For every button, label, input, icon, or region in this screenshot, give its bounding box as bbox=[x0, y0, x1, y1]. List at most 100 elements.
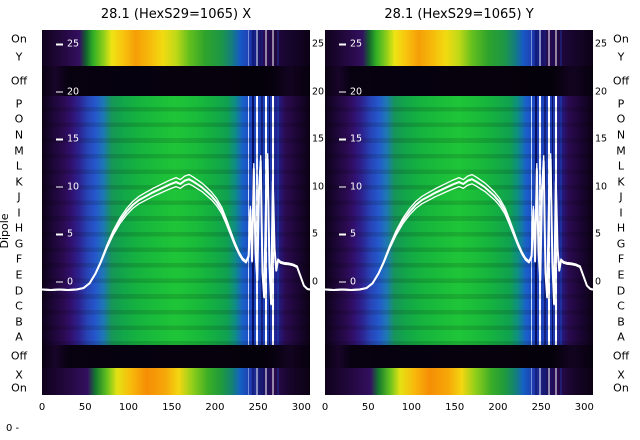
row-label-d: D bbox=[616, 284, 626, 298]
heat-band-off-bottom bbox=[325, 344, 593, 368]
y-tick-label-left: 20 bbox=[56, 86, 79, 97]
tick-mark bbox=[339, 281, 346, 283]
overlay-curve bbox=[325, 30, 593, 395]
y-tick-label-left: 20 bbox=[339, 86, 362, 97]
row-label-on: On bbox=[11, 32, 27, 46]
y-tick-label-right: 5 bbox=[312, 228, 319, 240]
row-label-d: D bbox=[14, 284, 24, 298]
row-labels-left: On Y Off P O N M L K J I H G F E D C B A Off X On bbox=[6, 30, 32, 395]
heatmap-panel-y: 25 25 20 20 15 15 10 10 5 5 0 0 bbox=[325, 30, 607, 395]
row-label-k: K bbox=[15, 175, 23, 189]
tick-value: 15 bbox=[350, 133, 363, 145]
x-tick-label: 300 bbox=[291, 402, 311, 413]
tick-mark bbox=[339, 233, 346, 236]
x-tick-label: 150 bbox=[445, 402, 465, 413]
vertical-stripe bbox=[251, 30, 255, 67]
tick-mark bbox=[339, 186, 346, 188]
y-tick-label-right: 10 bbox=[595, 181, 608, 193]
tick-value: 10 bbox=[67, 181, 80, 193]
y-tick-label-left: 5 bbox=[339, 229, 356, 240]
vertical-stripe bbox=[548, 367, 551, 395]
y-tick-label-right: 0 bbox=[595, 276, 602, 288]
x-tick-label: 50 bbox=[361, 402, 375, 413]
tick-mark bbox=[339, 43, 346, 45]
y-tick-label-right: 20 bbox=[595, 86, 608, 98]
tick-value: 20 bbox=[350, 86, 363, 98]
vertical-stripe bbox=[530, 96, 533, 345]
vertical-stripe bbox=[251, 367, 255, 395]
tick-value: 5 bbox=[67, 228, 74, 240]
row-labels-right: On Y Off P O N M L K J I H G F E D C B A Off X On bbox=[606, 30, 636, 395]
y-tick-label-right: 0 bbox=[312, 276, 319, 288]
vertical-stripe bbox=[555, 30, 558, 67]
row-label-b: B bbox=[617, 315, 625, 329]
x-tick-label: 100 bbox=[401, 402, 421, 413]
row-label-i: I bbox=[17, 206, 21, 220]
vertical-stripe bbox=[268, 30, 271, 67]
heat-band-monitor-top bbox=[42, 30, 310, 67]
corner-tick-label: 0 - bbox=[6, 423, 20, 434]
y-tick-label-right: 10 bbox=[312, 181, 325, 193]
row-label-e: E bbox=[617, 268, 625, 282]
y-tick-label-left: 10 bbox=[56, 181, 79, 192]
x-tick-label: 50 bbox=[78, 402, 92, 413]
heatmap-panel-x: 25 25 20 20 15 15 10 10 5 5 0 0 bbox=[42, 30, 324, 395]
row-label-on: On bbox=[613, 32, 629, 46]
vertical-stripe bbox=[247, 367, 250, 395]
heat-band-monitor-bottom bbox=[325, 367, 593, 395]
row-label-a: A bbox=[617, 330, 625, 344]
vertical-stripe bbox=[247, 30, 250, 67]
vertical-stripe bbox=[276, 367, 279, 395]
y-tick-label-left: 25 bbox=[339, 39, 362, 50]
x-tick-label: 100 bbox=[118, 402, 138, 413]
tick-value: 15 bbox=[67, 133, 80, 145]
row-label-p: P bbox=[617, 97, 625, 111]
row-label-b: B bbox=[15, 315, 23, 329]
vertical-stripe bbox=[276, 30, 279, 67]
heat-band-monitor-bottom bbox=[42, 367, 310, 395]
heat-band-off-bottom bbox=[42, 344, 310, 368]
heat-band-off-top bbox=[325, 66, 593, 97]
row-label-off: Off bbox=[612, 349, 630, 363]
y-tick-label-left: 10 bbox=[339, 181, 362, 192]
heat-band-monitor-top bbox=[325, 30, 593, 67]
x-tick-label: 250 bbox=[531, 402, 551, 413]
vertical-stripe bbox=[555, 367, 558, 395]
y-tick-label-left: 15 bbox=[56, 134, 79, 145]
vertical-stripe bbox=[265, 30, 268, 67]
tick-mark bbox=[56, 91, 63, 93]
vertical-stripe bbox=[543, 30, 547, 67]
tick-mark bbox=[339, 91, 346, 93]
row-label-off: Off bbox=[612, 74, 630, 88]
curve-trace bbox=[42, 154, 310, 305]
vertical-stripe bbox=[530, 367, 533, 395]
x-tick-label: 0 bbox=[38, 402, 46, 413]
x-axis-ticks-right-panel: 0 50 100 150 200 250 300 bbox=[321, 402, 594, 416]
vertical-stripe bbox=[539, 96, 541, 345]
tick-mark bbox=[56, 281, 63, 283]
x-axis-ticks-left-panel: 0 50 100 150 200 250 300 bbox=[38, 402, 311, 416]
y-tick-label-right: 15 bbox=[595, 133, 608, 145]
vertical-stripe bbox=[548, 30, 551, 67]
x-tick-label: 150 bbox=[162, 402, 182, 413]
row-label-o: O bbox=[14, 112, 24, 126]
tick-value: 25 bbox=[350, 38, 363, 50]
tick-value: 25 bbox=[67, 38, 80, 50]
row-label-off: Off bbox=[10, 349, 28, 363]
row-label-n: N bbox=[616, 128, 626, 142]
x-tick-label: 0 bbox=[321, 402, 329, 413]
y-tick-label-left: 0 bbox=[56, 276, 73, 287]
tick-mark bbox=[339, 138, 346, 141]
vertical-stripe bbox=[256, 96, 258, 345]
vertical-stripe bbox=[276, 96, 279, 345]
overlay-curve bbox=[42, 30, 310, 395]
vertical-stripe bbox=[559, 367, 562, 395]
tick-value: 20 bbox=[67, 86, 80, 98]
vertical-stripe bbox=[265, 367, 268, 395]
row-label-j: J bbox=[619, 190, 623, 204]
vertical-stripe bbox=[539, 30, 541, 67]
row-label-c: C bbox=[15, 299, 23, 313]
x-tick-label: 200 bbox=[488, 402, 508, 413]
row-label-on: On bbox=[11, 381, 27, 395]
vertical-stripe bbox=[256, 30, 258, 67]
